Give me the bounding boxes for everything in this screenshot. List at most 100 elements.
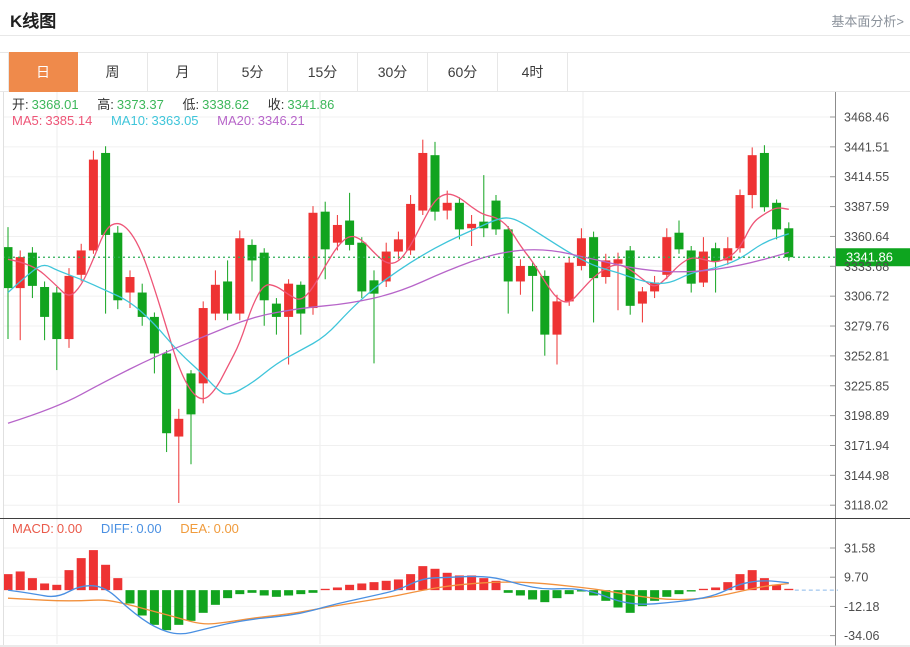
svg-text:3341.86: 3341.86: [846, 250, 893, 265]
macd-bar: [515, 590, 525, 596]
macd-bar: [88, 550, 98, 591]
macd-bar: [52, 584, 62, 591]
candle: [784, 228, 794, 258]
dea-label: DEA:: [180, 521, 211, 536]
candle: [454, 202, 464, 230]
tab-4hour[interactable]: 4时: [498, 53, 568, 91]
ma20-line: [7, 249, 789, 424]
macd-bar: [27, 578, 37, 591]
candle: [113, 232, 123, 301]
candle: [27, 252, 37, 286]
macd-bar: [186, 590, 196, 621]
candle: [686, 250, 696, 284]
candle: [88, 159, 98, 251]
macd-bar: [284, 590, 294, 596]
high-value: 3373.37: [116, 97, 164, 112]
candle: [198, 308, 208, 384]
macd-bar: [149, 590, 159, 625]
macd-bar: [162, 590, 172, 631]
candle: [772, 202, 782, 230]
period-tab-bar: 日 周 月 5分 15分 30分 60分 4时: [0, 52, 910, 92]
candle: [650, 282, 660, 292]
tab-5min[interactable]: 5分: [218, 53, 288, 91]
macd-bar: [564, 590, 574, 595]
candle: [332, 224, 342, 243]
candle: [223, 281, 233, 314]
macd-bar: [320, 588, 330, 591]
candle: [747, 155, 757, 196]
svg-text:-34.06: -34.06: [844, 629, 879, 643]
svg-text:3279.76: 3279.76: [844, 320, 889, 334]
macd-bar: [369, 582, 379, 591]
candle: [125, 277, 135, 293]
tab-15min[interactable]: 15分: [288, 53, 358, 91]
tab-30min[interactable]: 30分: [358, 53, 428, 91]
macd-bar: [454, 575, 464, 591]
macd-bar: [223, 590, 233, 599]
candle: [698, 251, 708, 283]
fundamental-analysis-link[interactable]: 基本面分析>: [831, 14, 904, 29]
ma5-value: 3385.14: [45, 113, 93, 128]
macd-bar: [467, 575, 477, 591]
candle: [235, 238, 245, 314]
svg-text:3387.59: 3387.59: [844, 200, 889, 214]
svg-text:3252.81: 3252.81: [844, 349, 889, 363]
macd-bar: [686, 590, 696, 592]
candle: [149, 316, 159, 354]
macd-bar: [479, 578, 489, 591]
current-price-layer: 3341.86: [3, 248, 910, 267]
candle: [15, 257, 25, 289]
candle: [625, 250, 635, 306]
ma10-group: MA10: 3363.05: [111, 113, 199, 128]
macd-bar: [662, 590, 672, 597]
candle: [735, 195, 745, 249]
close-label: 收:: [267, 97, 285, 112]
page-header: K线图 基本面分析>: [0, 0, 910, 36]
macd-bar: [345, 584, 355, 591]
ma5-label: MA5:: [12, 113, 43, 128]
candle: [637, 291, 647, 304]
macd-bar: [576, 590, 586, 592]
candle: [101, 152, 111, 235]
macd-bar: [381, 580, 391, 591]
macd-bar: [357, 583, 367, 591]
candle: [467, 223, 477, 229]
macd-bar: [442, 572, 452, 591]
ma20-label: MA20:: [217, 113, 255, 128]
macd-bar: [125, 590, 135, 604]
candles-layer: [3, 139, 794, 504]
candle: [442, 202, 452, 211]
svg-text:31.58: 31.58: [844, 542, 875, 556]
tab-month[interactable]: 月: [148, 53, 218, 91]
candle: [674, 232, 684, 250]
tab-60min[interactable]: 60分: [428, 53, 498, 91]
candle: [552, 301, 562, 335]
macd-bar: [406, 574, 416, 591]
macd-bar: [308, 590, 318, 593]
macd-bar: [418, 566, 428, 591]
tab-day[interactable]: 日: [8, 52, 78, 92]
macd-bar: [198, 590, 208, 613]
candle: [418, 152, 428, 211]
price-axis: 3468.46 3441.51 3414.55 3387.59 3360.64 3333.…: [0, 91, 910, 647]
candle: [491, 200, 501, 230]
close-value: 3341.86: [287, 97, 335, 112]
macd-bar: [247, 590, 257, 593]
candle: [515, 265, 525, 282]
candle: [308, 212, 318, 309]
macd-bar: [711, 587, 721, 591]
candle: [357, 242, 367, 292]
svg-text:3171.94: 3171.94: [844, 439, 889, 453]
candle: [430, 155, 440, 212]
page-title: K线图: [10, 12, 57, 31]
candle: [284, 283, 294, 317]
tab-week[interactable]: 周: [78, 53, 148, 91]
macd-bar: [503, 590, 513, 593]
low-group: 低: 3338.62: [183, 97, 250, 112]
macd-bar: [747, 570, 757, 591]
svg-text:3144.98: 3144.98: [844, 469, 889, 483]
macd-bar: [174, 590, 184, 625]
ma5-group: MA5: 3385.14: [12, 113, 92, 128]
macd-bar: [113, 578, 123, 591]
